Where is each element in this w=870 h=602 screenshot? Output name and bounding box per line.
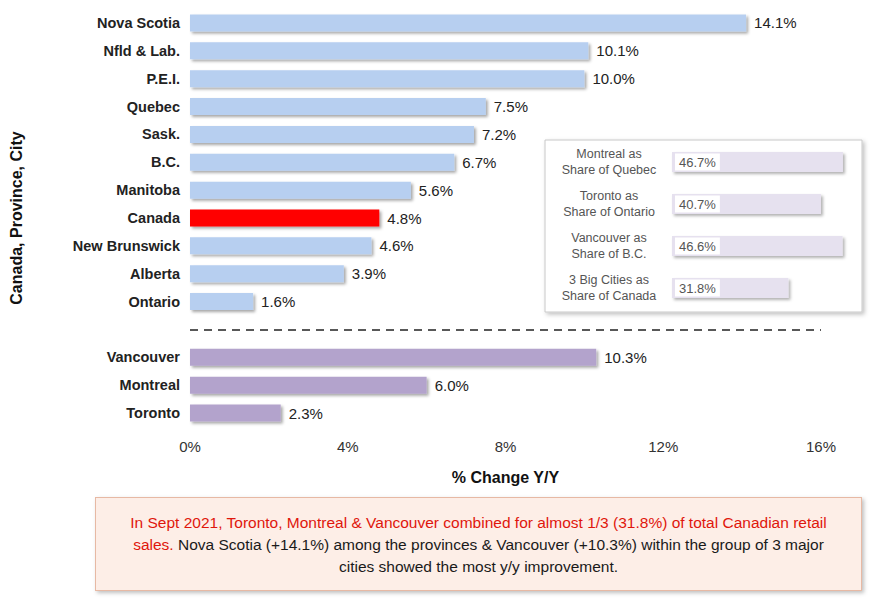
svg-text:Canada, Province, City: Canada, Province, City [8,131,25,304]
svg-text:8%: 8% [495,438,517,455]
html-text:In Sept 2021, Toronto, Montrea: In Sept 2021, Toronto, Montreal & Vancou… [130,514,827,575]
svg-text:4.6%: 4.6% [379,237,413,254]
svg-text:Alberta: Alberta [130,266,181,282]
svg-text:2.3%: 2.3% [289,405,323,422]
svg-text:6.0%: 6.0% [435,377,469,394]
svg-text:Toronto as: Toronto as [580,189,638,203]
svg-text:1.6%: 1.6% [261,293,295,310]
svg-text:Canada: Canada [128,210,181,226]
svg-text:4%: 4% [337,438,359,455]
svg-text:46.6%: 46.6% [679,239,716,254]
svg-text:Ontario: Ontario [128,294,180,310]
svg-text:6.7%: 6.7% [462,154,496,171]
svg-text:16%: 16% [806,438,836,455]
svg-text:Montreal: Montreal [120,377,180,393]
svg-text:3.9%: 3.9% [352,265,386,282]
svg-text:14.1%: 14.1% [754,14,797,31]
svg-text:0%: 0% [179,438,201,455]
svg-text:Share of Ontario: Share of Ontario [563,205,655,219]
svg-text:31.8%: 31.8% [679,281,716,296]
svg-text:Share of Quebec: Share of Quebec [562,163,657,177]
svg-text:7.2%: 7.2% [482,126,516,143]
svg-text:New Brunswick: New Brunswick [73,238,181,254]
svg-text:Sask.: Sask. [142,126,180,142]
svg-text:10.1%: 10.1% [596,42,639,59]
svg-text:7.5%: 7.5% [494,98,528,115]
svg-text:5.6%: 5.6% [419,182,453,199]
svg-text:Toronto: Toronto [126,405,180,421]
svg-text:Vancouver as: Vancouver as [571,231,647,245]
svg-text:3 Big Cities as: 3 Big Cities as [569,273,649,287]
svg-text:Vancouver: Vancouver [107,349,181,365]
svg-text:4.8%: 4.8% [387,210,421,227]
svg-text:B.C.: B.C. [151,154,180,170]
svg-text:Manitoba: Manitoba [116,182,181,198]
svg-text:Share of Canada: Share of Canada [562,289,657,303]
svg-text:10.0%: 10.0% [592,70,635,87]
svg-text:Quebec: Quebec [127,99,180,115]
svg-text:46.7%: 46.7% [679,155,716,170]
svg-text:Nfld & Lab.: Nfld & Lab. [103,43,180,59]
svg-text:Montreal as: Montreal as [576,147,641,161]
svg-text:Nova Scotia: Nova Scotia [97,15,181,31]
svg-text:Share of B.C.: Share of B.C. [571,247,646,261]
svg-text:40.7%: 40.7% [679,197,716,212]
svg-text:% Change Y/Y: % Change Y/Y [452,469,560,486]
svg-text:12%: 12% [648,438,678,455]
svg-text:10.3%: 10.3% [604,349,647,366]
svg-text:P.E.I.: P.E.I. [146,71,180,87]
